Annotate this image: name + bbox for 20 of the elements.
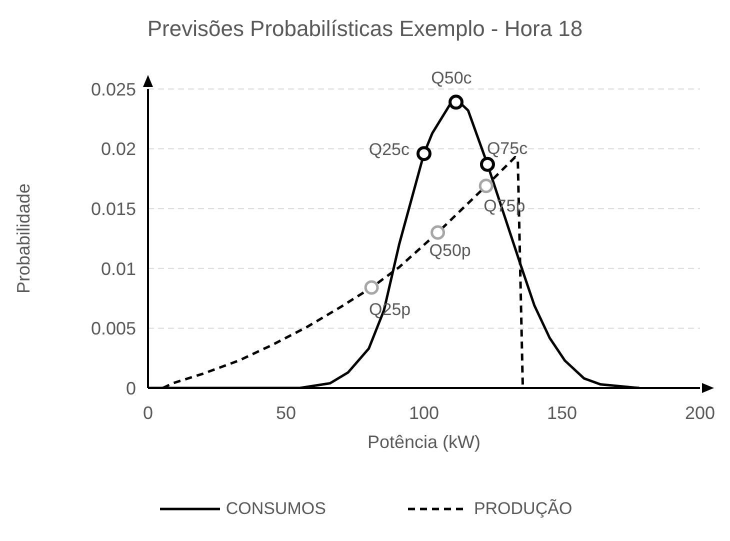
x-tick-label: 0 [142,402,154,423]
legend-label: PRODUÇÃO [474,499,572,519]
y-tick-label: 0 [126,378,136,398]
y-tick-label: 0.015 [90,198,136,219]
x-tick-label: 150 [546,402,578,423]
x-tick-label: 50 [276,402,296,423]
chart-title: Previsões Probabilísticas Exemplo - Hora 18 [146,16,584,42]
x-tick-label: 100 [408,402,440,423]
data-label: Q25c [368,140,410,160]
data-label: Q75c [486,138,528,158]
y-tick-label: 0.01 [100,258,136,279]
x-tick-label: 200 [684,402,716,423]
legend-label: CONSUMOS [226,499,326,519]
y-tick-label: 0.005 [90,318,136,339]
y-tick-label: 0.025 [90,79,136,100]
data-label: Q50p [429,241,471,260]
data-label: Q50c [431,68,472,88]
y-axis-title: Probabilidade [13,183,34,294]
x-axis-title: Potência (kW) [367,432,481,452]
y-tick-label: 0.02 [100,139,136,160]
